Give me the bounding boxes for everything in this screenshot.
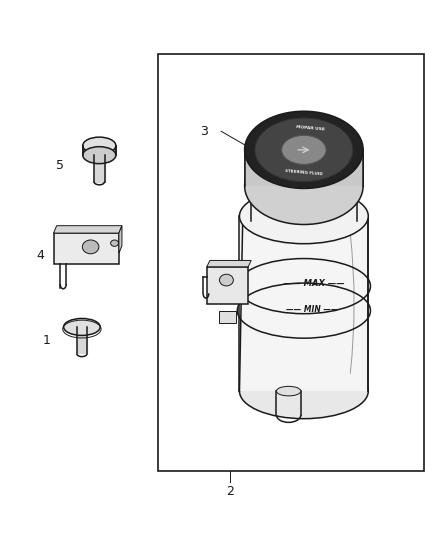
Polygon shape: [119, 225, 122, 253]
Ellipse shape: [111, 240, 118, 246]
Ellipse shape: [83, 137, 116, 154]
Ellipse shape: [82, 240, 99, 254]
Bar: [244, 150, 363, 186]
Text: 2: 2: [226, 486, 234, 498]
Ellipse shape: [244, 111, 363, 189]
Text: 3: 3: [200, 125, 208, 138]
Bar: [251, 186, 357, 221]
Ellipse shape: [240, 364, 368, 419]
Text: —— MAX ——: —— MAX ——: [284, 279, 345, 288]
Bar: [240, 216, 368, 391]
Ellipse shape: [282, 135, 326, 164]
Ellipse shape: [244, 147, 363, 224]
Polygon shape: [207, 261, 251, 267]
Ellipse shape: [276, 386, 301, 396]
Text: 5: 5: [56, 159, 64, 172]
Ellipse shape: [255, 118, 353, 182]
Polygon shape: [53, 233, 119, 264]
Ellipse shape: [83, 147, 116, 164]
Text: MOPAR USE: MOPAR USE: [296, 125, 325, 132]
Bar: [219, 311, 236, 323]
Ellipse shape: [251, 163, 357, 209]
Text: —— MIN ——: —— MIN ——: [286, 305, 339, 314]
Text: STEERING FLUID: STEERING FLUID: [285, 169, 323, 176]
Ellipse shape: [240, 189, 368, 244]
Bar: [83, 146, 116, 155]
Text: 4: 4: [37, 249, 45, 262]
Ellipse shape: [219, 274, 233, 286]
Ellipse shape: [64, 318, 100, 335]
Text: 1: 1: [43, 334, 51, 347]
Bar: [158, 54, 424, 471]
Polygon shape: [53, 225, 122, 233]
Polygon shape: [207, 267, 248, 304]
